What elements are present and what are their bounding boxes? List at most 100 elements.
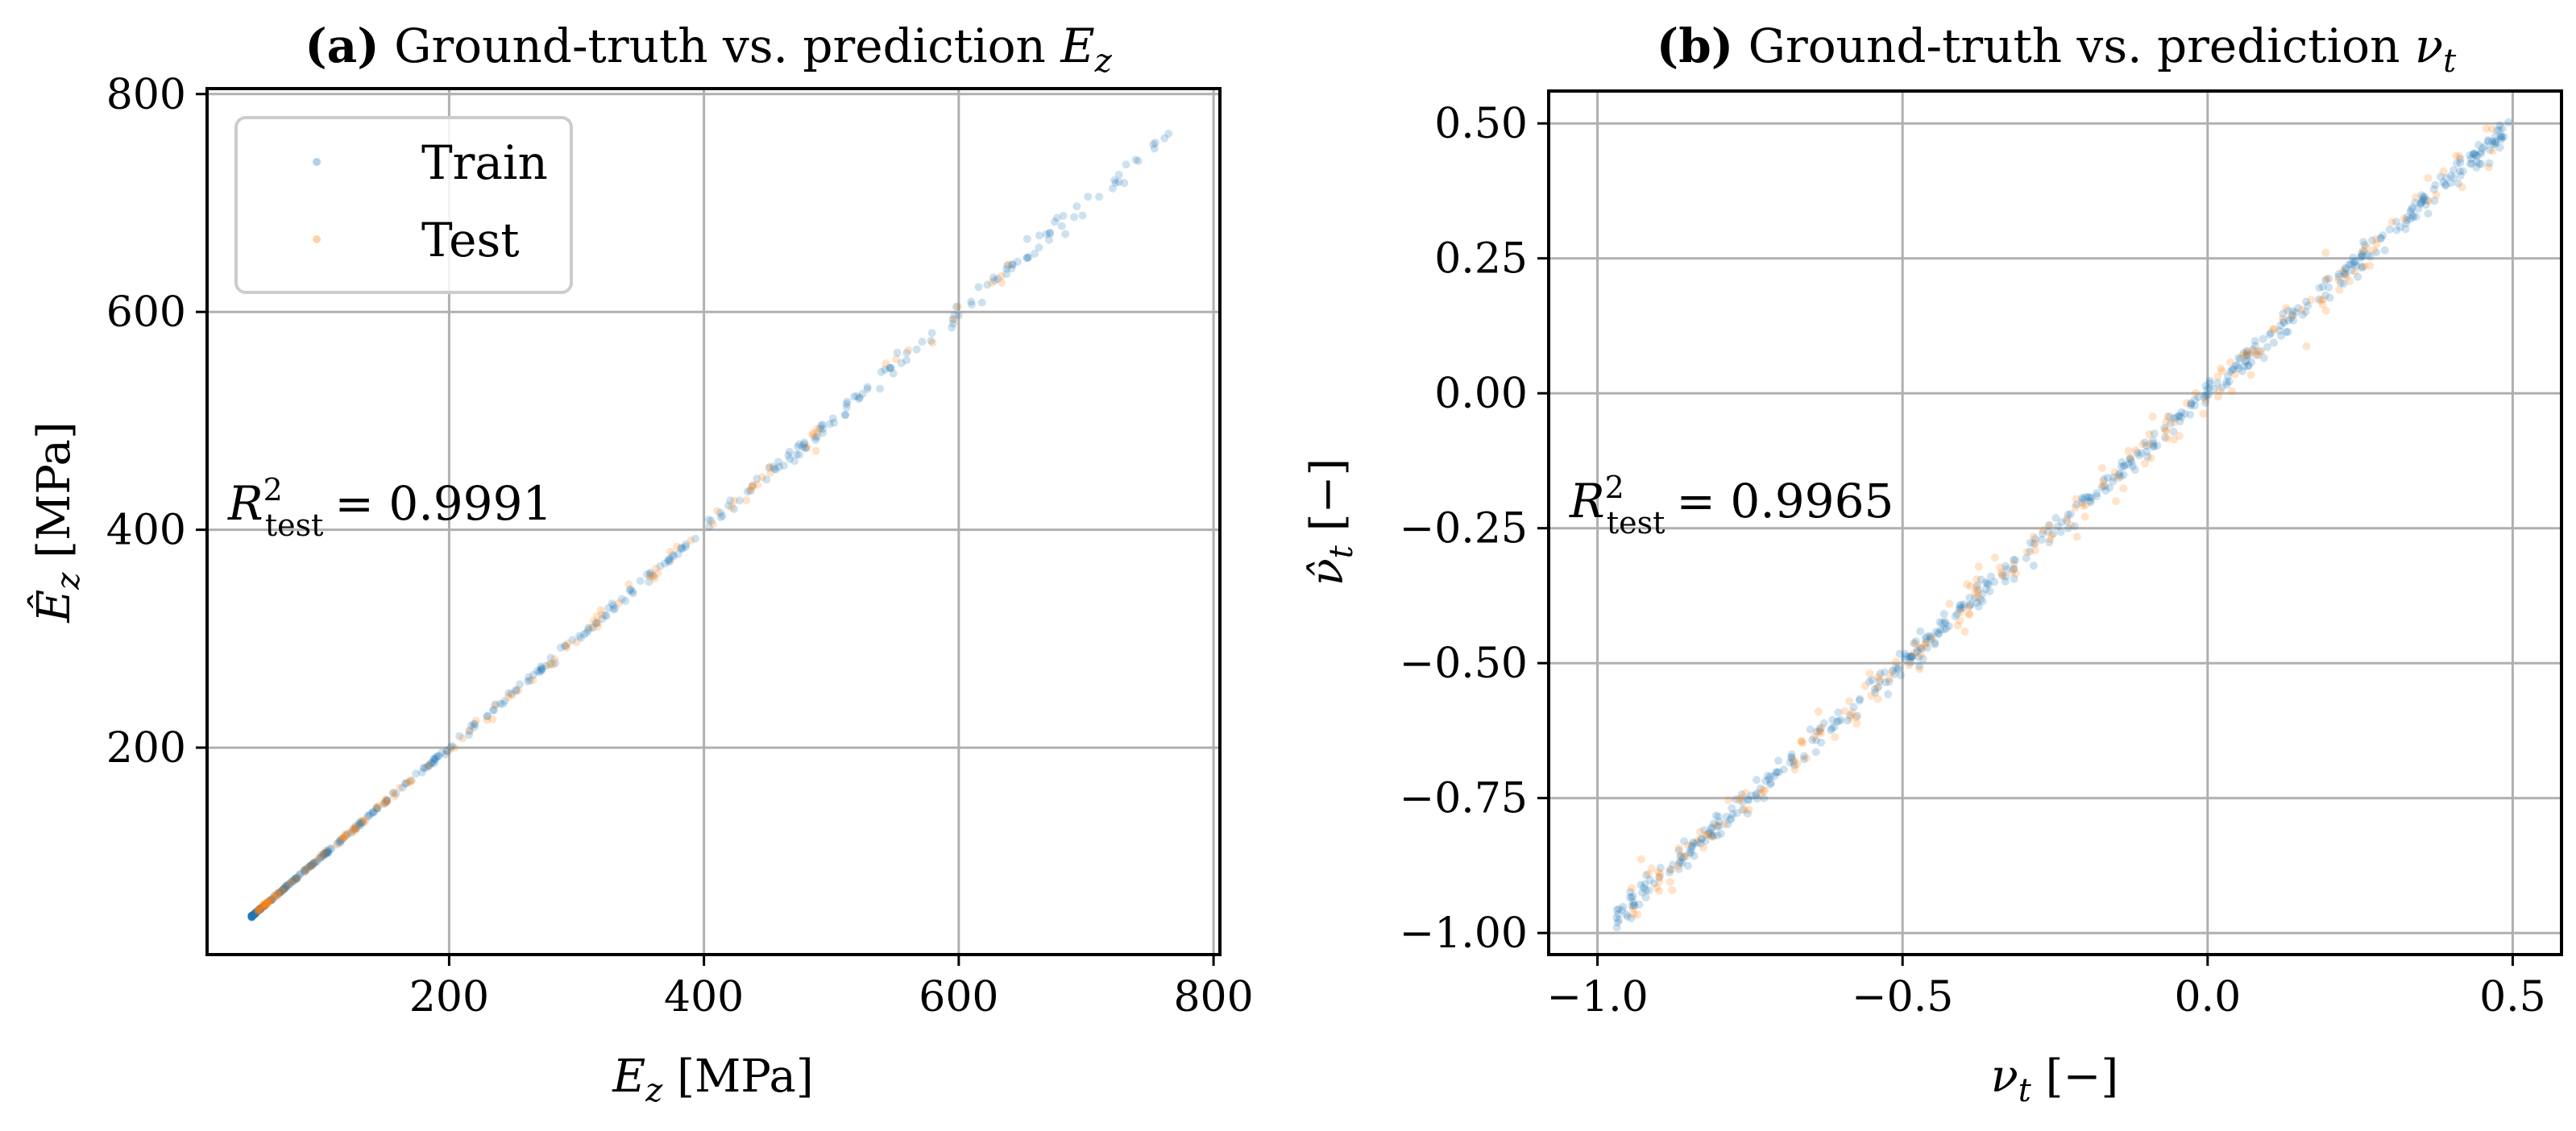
- train-point: [2001, 561, 2010, 570]
- test-point: [1971, 588, 1980, 597]
- test-point: [1798, 739, 1807, 748]
- train-point: [792, 450, 801, 458]
- train-point: [296, 869, 305, 878]
- train-point: [441, 750, 450, 759]
- train-point: [786, 454, 794, 463]
- train-point: [368, 809, 377, 818]
- train-point: [251, 908, 260, 917]
- test-point: [742, 496, 751, 505]
- train-point: [1763, 772, 1772, 780]
- train-point: [2190, 401, 2199, 410]
- train-point: [1917, 644, 1926, 653]
- train-point: [2380, 246, 2389, 255]
- train-point: [1828, 715, 1837, 724]
- train-point: [1738, 798, 1747, 806]
- train-point: [2126, 454, 2134, 463]
- train-point: [2488, 137, 2496, 146]
- train-point: [2209, 384, 2218, 393]
- test-point: [2317, 296, 2325, 305]
- train-point: [256, 904, 264, 913]
- test-point: [259, 901, 268, 909]
- test-point: [953, 302, 962, 311]
- train-point: [537, 664, 546, 673]
- train-point: [1700, 826, 1709, 835]
- train-point: [1756, 784, 1765, 793]
- train-point: [2455, 167, 2464, 176]
- train-point: [2504, 118, 2512, 126]
- train-point: [401, 779, 410, 788]
- train-point: [1855, 696, 1864, 705]
- train-point: [309, 859, 317, 868]
- train-point: [276, 888, 284, 897]
- y-tick-label: 400: [106, 507, 186, 555]
- train-point: [351, 824, 360, 833]
- train-point: [1042, 230, 1051, 238]
- train-point: [556, 644, 565, 652]
- train-point: [2066, 510, 2075, 519]
- train-point: [1678, 853, 1687, 862]
- train-point: [338, 835, 347, 843]
- train-point: [1973, 581, 1982, 590]
- test-point: [491, 701, 500, 710]
- train-point: [1770, 772, 1779, 781]
- train-point: [516, 680, 524, 689]
- train-point: [716, 513, 725, 522]
- train-point: [291, 874, 300, 883]
- train-point: [1806, 725, 1815, 734]
- train-point: [291, 875, 300, 883]
- train-point: [255, 905, 264, 914]
- train-point: [318, 852, 327, 861]
- train-point: [983, 280, 992, 289]
- train-point: [364, 812, 373, 821]
- train-point: [2186, 410, 2195, 419]
- train-point: [989, 273, 998, 282]
- train-point: [380, 799, 388, 808]
- train-point: [490, 706, 499, 715]
- test-point: [1736, 793, 1745, 802]
- test-point: [2162, 417, 2171, 426]
- train-point: [790, 457, 799, 466]
- train-point: [1956, 604, 1964, 613]
- test-point: [2098, 481, 2107, 490]
- train-point: [1787, 750, 1796, 759]
- train-point: [1790, 761, 1798, 770]
- train-point: [858, 390, 867, 398]
- test-point: [1633, 910, 1642, 919]
- train-point: [726, 496, 735, 505]
- test-point: [2346, 277, 2354, 286]
- train-point: [2288, 307, 2297, 316]
- test-point: [1817, 723, 1826, 732]
- test-point: [2279, 314, 2288, 323]
- train-point: [326, 844, 334, 853]
- train-point: [272, 892, 280, 901]
- train-point: [2339, 268, 2348, 277]
- train-point: [1024, 253, 1033, 262]
- panel-a-frame: [205, 87, 1222, 956]
- train-point: [323, 848, 332, 857]
- train-point: [1008, 260, 1017, 269]
- test-point: [254, 906, 263, 915]
- train-point: [1023, 254, 1031, 263]
- train-point: [2222, 380, 2231, 389]
- train-point: [284, 880, 292, 889]
- test-point: [2370, 246, 2379, 255]
- train-point: [2265, 330, 2274, 339]
- train-point: [249, 911, 258, 920]
- test-point: [2111, 497, 2120, 506]
- train-point: [282, 882, 291, 891]
- test-point: [270, 893, 278, 902]
- train-point: [2407, 205, 2416, 214]
- train-point: [1852, 711, 1861, 720]
- train-point: [815, 425, 824, 433]
- train-point: [902, 356, 911, 365]
- test-point: [258, 903, 267, 912]
- train-point: [260, 901, 269, 909]
- train-point: [1701, 836, 1710, 845]
- train-point: [2234, 364, 2243, 373]
- train-point: [1835, 717, 1844, 726]
- train-point: [2477, 160, 2486, 168]
- train-point: [1052, 213, 1061, 222]
- test-point: [1720, 819, 1729, 828]
- train-point: [2137, 449, 2146, 458]
- train-point: [336, 839, 345, 847]
